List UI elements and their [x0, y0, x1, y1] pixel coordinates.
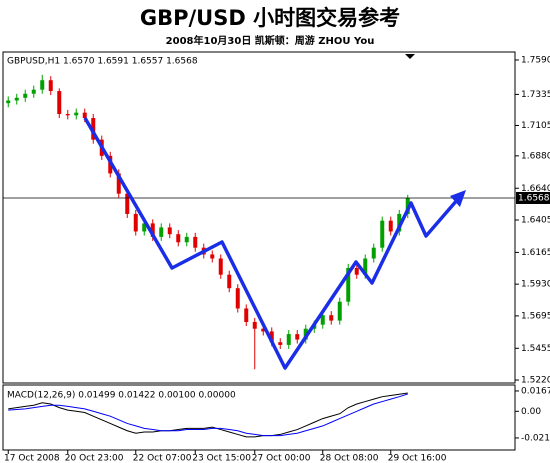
candle-body	[6, 100, 11, 104]
y-tick-label: 1.5695	[521, 311, 550, 321]
shift-marker	[405, 54, 415, 59]
y-tick-label: 1.5220	[521, 376, 550, 386]
candle-body	[176, 234, 181, 243]
candle-body	[40, 80, 45, 90]
candle-body	[320, 315, 325, 325]
y-tick-label: 1.7590	[521, 55, 550, 65]
candle-body	[371, 247, 376, 259]
y-tick-label: 1.6880	[521, 151, 550, 161]
candle-body	[193, 236, 198, 248]
candle-body	[184, 236, 189, 243]
candle-body	[142, 223, 147, 232]
macd-line	[8, 392, 408, 438]
candle-body	[150, 223, 155, 237]
last-price-label: 1.6568	[518, 193, 550, 203]
candle-body	[14, 97, 19, 101]
candle-body	[261, 328, 266, 332]
candle-body	[48, 80, 53, 92]
chart-subtitle: 2008年10月30日 凯斯顿：周游 ZHOU You	[166, 34, 375, 47]
candle-body	[286, 334, 291, 345]
y-tick-label: 1.6640	[521, 184, 550, 194]
candle-body	[235, 288, 240, 309]
macd-header: MACD(12,26,9) 0.01499 0.01422 0.00100 0.…	[7, 391, 236, 401]
price-header: GBPUSD,H1 1.6570 1.6591 1.6557 1.6568	[7, 57, 198, 67]
candle-body	[397, 213, 402, 232]
chart-title: GBP/USD 小时图交易参考	[140, 6, 400, 30]
candle-body	[82, 112, 87, 119]
x-tick-label: 22 Oct 07:00	[133, 454, 192, 463]
y-tick-label: 1.6405	[521, 215, 550, 225]
candle-body	[329, 315, 334, 321]
candle-body	[23, 93, 28, 98]
candle-body	[210, 254, 215, 259]
x-tick-label: 28 Oct 08:00	[320, 454, 379, 463]
y-tick-label: 1.5455	[521, 344, 550, 354]
candle-body	[278, 342, 283, 345]
macd-line	[8, 393, 408, 437]
y-tick-label: 0.00	[521, 407, 541, 417]
candle-body	[388, 220, 393, 232]
x-tick-label: 29 Oct 16:00	[388, 454, 447, 463]
x-tick-label: 23 Oct 15:00	[192, 454, 251, 463]
candle-body	[363, 258, 368, 275]
forecast-arrow	[450, 190, 466, 207]
candle-body	[380, 220, 385, 248]
candle-body	[346, 267, 351, 302]
candle-body	[116, 173, 121, 194]
y-tick-label: 1.6165	[521, 248, 550, 258]
candle-body	[354, 267, 359, 275]
candle-body	[269, 331, 274, 343]
y-tick-label: 1.7335	[521, 90, 550, 100]
candle-body	[244, 308, 249, 322]
candle-body	[133, 213, 138, 232]
candle-body	[159, 227, 164, 237]
candle-body	[218, 258, 223, 275]
candle-body	[125, 193, 130, 214]
forecast-path	[83, 117, 460, 370]
y-tick-label: 1.7105	[521, 121, 550, 131]
candle-body	[227, 274, 232, 289]
candle-body	[337, 301, 342, 321]
candle-body	[167, 227, 172, 235]
last-price-box	[516, 191, 550, 204]
macd-panel	[2, 384, 516, 451]
candle-body	[65, 113, 70, 116]
y-tick-label: -0.0219	[521, 433, 550, 443]
y-tick-label: 1.5930	[521, 280, 550, 290]
candle-body	[57, 91, 62, 114]
x-tick-label: 20 Oct 23:00	[65, 454, 124, 463]
candle-body	[295, 334, 300, 340]
x-tick-label: 17 Oct 2008	[4, 454, 60, 463]
candle-body	[31, 89, 36, 94]
y-tick-label: 0.0167	[521, 386, 550, 396]
price-panel	[2, 51, 516, 384]
candle-body	[252, 321, 257, 329]
x-tick-label: 27 Oct 00:00	[252, 454, 311, 463]
candle-body	[74, 112, 79, 116]
